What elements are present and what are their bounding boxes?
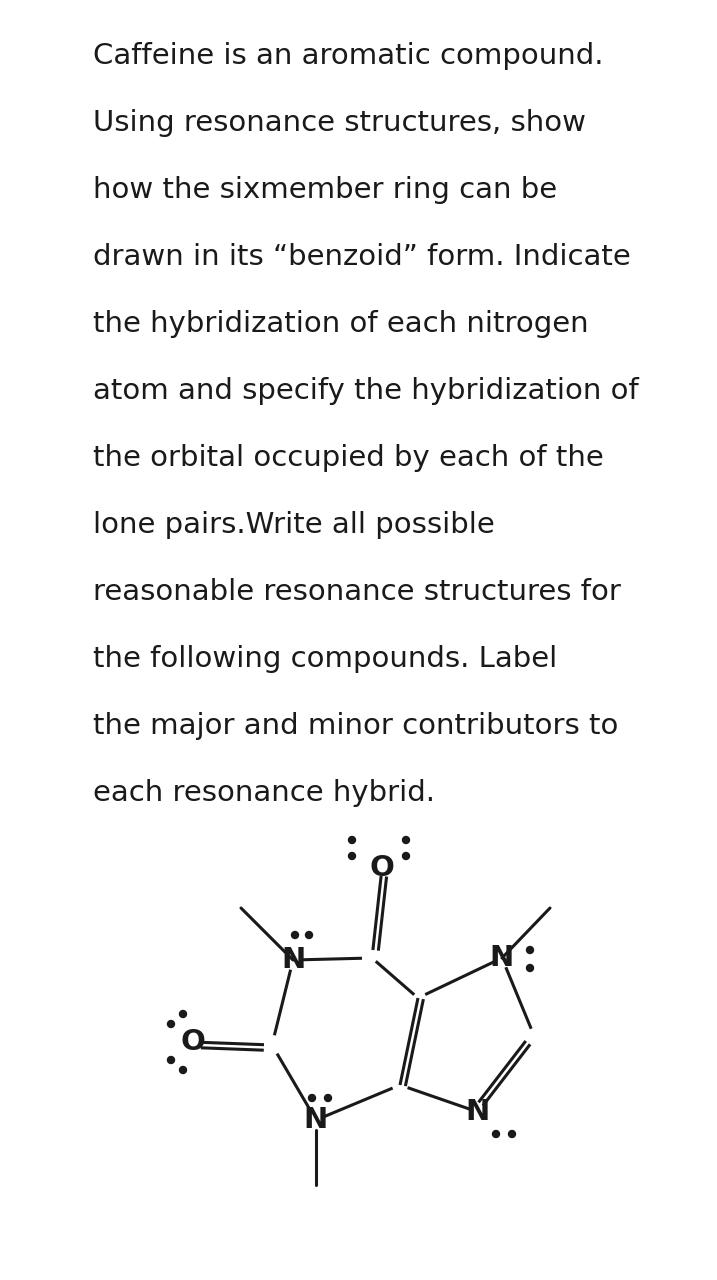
Text: O: O [181, 1028, 206, 1056]
Text: each resonance hybrid.: each resonance hybrid. [93, 780, 435, 806]
Text: N: N [304, 1106, 328, 1134]
Circle shape [526, 965, 533, 972]
Text: N: N [490, 945, 514, 972]
Text: Using resonance structures, show: Using resonance structures, show [93, 109, 586, 137]
Circle shape [168, 1020, 174, 1028]
Circle shape [508, 1130, 516, 1138]
Circle shape [402, 837, 409, 844]
Circle shape [305, 932, 313, 938]
Circle shape [348, 837, 356, 844]
Text: lone pairs.Write all possible: lone pairs.Write all possible [93, 511, 495, 539]
Text: O: O [369, 854, 394, 882]
Circle shape [402, 852, 409, 859]
Circle shape [292, 932, 298, 938]
Circle shape [308, 1094, 315, 1102]
Circle shape [348, 852, 356, 859]
Circle shape [493, 1130, 500, 1138]
Text: the major and minor contributors to: the major and minor contributors to [93, 712, 618, 740]
Text: reasonable resonance structures for: reasonable resonance structures for [93, 579, 621, 605]
Circle shape [168, 1056, 174, 1064]
Circle shape [179, 1010, 186, 1018]
Text: atom and specify the hybridization of: atom and specify the hybridization of [93, 378, 639, 404]
Text: Caffeine is an aromatic compound.: Caffeine is an aromatic compound. [93, 42, 604, 70]
Text: the orbital occupied by each of the: the orbital occupied by each of the [93, 444, 604, 472]
Text: how the sixmember ring can be: how the sixmember ring can be [93, 175, 557, 204]
Text: the following compounds. Label: the following compounds. Label [93, 645, 557, 673]
Circle shape [526, 946, 533, 954]
Text: N: N [466, 1098, 490, 1126]
Text: drawn in its “benzoid” form. Indicate: drawn in its “benzoid” form. Indicate [93, 243, 631, 271]
Circle shape [325, 1094, 331, 1102]
Circle shape [179, 1066, 186, 1074]
Text: N: N [281, 946, 305, 974]
Text: the hybridization of each nitrogen: the hybridization of each nitrogen [93, 310, 589, 338]
